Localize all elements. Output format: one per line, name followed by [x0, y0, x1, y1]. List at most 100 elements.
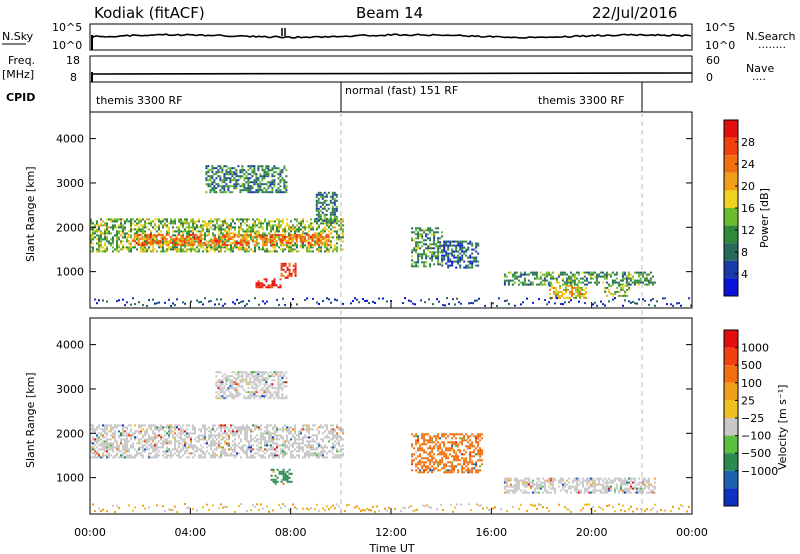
velocity-colorbar-swatch-0 [724, 330, 738, 348]
velocity-echo-region-1 [270, 468, 293, 485]
power-colorbar-swatch-4 [724, 190, 738, 208]
power-ytick-0: 1000 [56, 266, 84, 279]
power-echo-region-5 [315, 191, 338, 224]
xtick-1: 04:00 [174, 526, 206, 539]
velocity-colorbar-tick-2: 100 [741, 377, 762, 390]
power-colorbar-label: Power [dB] [758, 188, 771, 248]
power-echo-region-4 [205, 165, 288, 194]
velocity-colorbar-swatch-4 [724, 400, 738, 418]
sky-left-tick-top: 10^5 [52, 21, 82, 34]
power-colorbar-swatch-6 [724, 225, 738, 244]
velocity-colorbar-swatch-9 [724, 488, 738, 506]
velocity-colorbar-tick-7: −1000 [741, 465, 778, 478]
velocity-ytick-0: 1000 [56, 472, 84, 485]
x-axis-label: Time UT [368, 542, 414, 554]
sky-trace [91, 33, 692, 39]
velocity-ytick-3: 4000 [56, 339, 84, 352]
velocity-colorbar-swatch-3 [724, 382, 738, 401]
cpid-label: CPID [6, 91, 35, 104]
power-colorbar-swatch-5 [724, 208, 738, 226]
velocity-ytick-1: 2000 [56, 427, 84, 440]
power-colorbar-tick-4: 12 [741, 224, 755, 237]
velocity-colorbar-tick-1: 500 [741, 359, 762, 372]
freq-label-2: [MHz] [2, 68, 34, 81]
freq-left-tick-top: 18 [66, 54, 80, 67]
freq-right-tick-bottom: 0 [706, 71, 713, 84]
power-echo-region-9 [549, 284, 587, 299]
power-colorbar-tick-2: 20 [741, 180, 755, 193]
power-colorbar-tick-5: 8 [741, 246, 748, 259]
velocity-echo-region-0 [90, 424, 344, 459]
power-panel: Slant Range [km] 1000 2000 3000 4000 [24, 111, 693, 309]
xtick-0: 00:00 [74, 526, 106, 539]
power-colorbar-swatch-9 [724, 278, 738, 296]
velocity-panel: Slant Range [km] 1000 2000 3000 4000 00:00 0… [24, 302, 708, 554]
power-near-range-noise [94, 297, 692, 307]
velocity-colorbar-label: Velocity [m s⁻¹] [776, 385, 789, 470]
power-colorbar-tick-6: 4 [741, 268, 748, 281]
freq-right-tick-top: 60 [706, 54, 720, 67]
velocity-ylabel: Slant Range [km] [24, 372, 37, 468]
velocity-echo-region-3 [411, 433, 484, 474]
freq-left-tick-bottom: 8 [70, 71, 77, 84]
velocity-colorbar-swatch-1 [724, 347, 738, 366]
velocity-echo-region-2 [215, 371, 288, 400]
power-echo-region-10 [604, 284, 631, 297]
velocity-ytick-2: 3000 [56, 383, 84, 396]
velocity-colorbar-swatch-5 [724, 418, 738, 436]
power-ylabel: Slant Range [km] [24, 166, 37, 262]
freq-panel: Freq. [MHz] 18 8 60 0 Nave .... CPID [2, 54, 774, 104]
power-colorbar-swatch-3 [724, 172, 738, 191]
velocity-colorbar-tick-0: 1000 [741, 342, 769, 355]
power-ytick-1: 2000 [56, 221, 84, 234]
velocity-colorbar-swatch-6 [724, 435, 738, 454]
xtick-6: 00:00 [676, 526, 708, 539]
date-title: 22/Jul/2016 [592, 4, 677, 22]
velocity-colorbar-swatch-7 [724, 453, 738, 471]
xtick-2: 08:00 [275, 526, 307, 539]
power-ytick-3: 4000 [56, 133, 84, 146]
power-colorbar-swatch-7 [724, 243, 738, 261]
xtick-5: 20:00 [576, 526, 608, 539]
sky-right-label: N.Search [746, 30, 796, 43]
mode-label-3: themis 3300 RF [538, 94, 625, 107]
power-colorbar-tick-1: 24 [741, 158, 755, 171]
velocity-echo-region-4 [503, 477, 656, 494]
power-colorbar-swatch-2 [724, 155, 738, 173]
velocity-colorbar-swatch-8 [724, 470, 738, 489]
power-echo-region-2 [255, 278, 282, 289]
mode-label-2: normal (fast) 151 RF [345, 84, 458, 97]
power-colorbar-swatch-1 [724, 137, 738, 156]
velocity-colorbar: 1000 500 100 25 −25 −100 −500 −1000 [723, 329, 778, 507]
velocity-colorbar-tick-6: −500 [741, 447, 771, 460]
velocity-near-range-noise [92, 503, 690, 513]
sky-right-tick-bottom: 10^0 [705, 39, 735, 52]
power-colorbar-tick-3: 16 [741, 202, 755, 215]
sky-left-tick-bottom: 10^0 [52, 39, 82, 52]
beam-title: Beam 14 [356, 4, 423, 22]
nave-line: .... [752, 70, 766, 83]
velocity-colorbar-tick-5: −100 [741, 430, 771, 443]
freq-label-1: Freq. [8, 54, 35, 67]
nave-label: Nave [746, 62, 774, 75]
xtick-4: 16:00 [475, 526, 507, 539]
sky-panel: N.Sky 10^5 10^0 10^5 10^0 N.Search .....… [2, 21, 796, 52]
velocity-colorbar-swatch-2 [724, 365, 738, 383]
power-echo-region-1 [127, 233, 330, 246]
mode-label-1: themis 3300 RF [96, 94, 183, 107]
power-colorbar-swatch-8 [724, 260, 738, 279]
station-title: Kodiak (fitACF) [94, 4, 205, 22]
mode-strip: themis 3300 RF normal (fast) 151 RF them… [89, 82, 643, 112]
sky-right-tick-top: 10^5 [705, 21, 735, 34]
power-colorbar-tick-0: 28 [741, 136, 755, 149]
power-colorbar: 28 24 20 16 12 8 4 [723, 119, 755, 297]
power-echo-region-8 [503, 271, 656, 286]
power-colorbar-swatch-0 [724, 120, 738, 138]
velocity-colorbar-tick-4: −25 [741, 412, 764, 425]
sky-right-line: ........ [758, 38, 786, 51]
power-echo-region-3 [280, 262, 297, 279]
velocity-colorbar-tick-3: 25 [741, 394, 755, 407]
power-ytick-2: 3000 [56, 177, 84, 190]
power-echo-region-6 [411, 227, 444, 268]
